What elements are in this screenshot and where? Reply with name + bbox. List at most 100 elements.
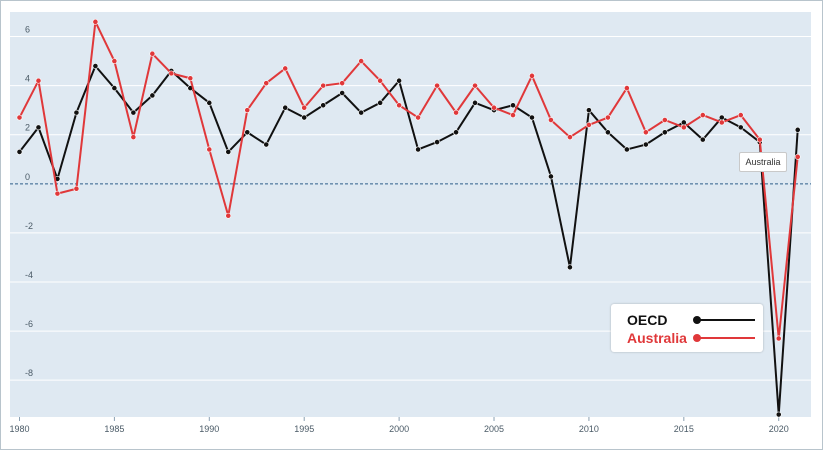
data-point-australia [396, 102, 403, 109]
data-point-oecd [510, 102, 516, 109]
data-point-oecd [320, 102, 327, 109]
y-tick-label: -8 [25, 368, 33, 378]
data-point-australia [661, 117, 668, 123]
y-tick-label: -6 [25, 319, 33, 329]
legend-label-oecd: OECD [627, 312, 668, 328]
x-tick-label: 2020 [769, 424, 789, 434]
legend-item-oecd[interactable]: OECD [627, 311, 757, 329]
legend-label-australia: Australia [627, 330, 687, 346]
data-point-australia [623, 85, 630, 91]
legend: OECD Australia [611, 304, 763, 352]
data-point-oecd [92, 63, 99, 69]
data-point-australia [358, 58, 365, 64]
data-point-australia [718, 119, 725, 126]
x-tick-label: 2005 [484, 424, 504, 434]
data-point-australia [548, 117, 554, 123]
data-point-australia [642, 129, 649, 136]
data-point-oecd [453, 129, 459, 136]
y-tick-label: 4 [25, 74, 30, 84]
data-point-oecd [206, 99, 213, 106]
data-point-oecd [434, 139, 440, 145]
data-point-australia [206, 146, 213, 153]
data-point-oecd [794, 126, 801, 133]
data-point-oecd [586, 107, 592, 114]
data-point-australia [586, 122, 592, 128]
data-point-australia [415, 114, 421, 121]
data-point-oecd [244, 129, 251, 136]
data-point-australia [282, 65, 289, 72]
data-point-oecd [149, 92, 156, 99]
data-point-australia [111, 58, 118, 64]
data-point-oecd [339, 90, 346, 96]
data-point-australia [130, 134, 137, 141]
data-point-oecd [358, 109, 365, 116]
data-point-australia [529, 72, 535, 79]
data-point-oecd [263, 141, 270, 148]
legend-line-australia [697, 337, 755, 339]
series-line-oecd [18, 65, 799, 416]
data-point-oecd [282, 104, 289, 111]
y-tick-label: 6 [25, 25, 30, 35]
plot-area [10, 12, 811, 417]
x-tick-label: 1995 [294, 424, 314, 434]
data-point-oecd [472, 99, 478, 106]
x-tick-label: 1980 [9, 424, 29, 434]
data-point-oecd [699, 136, 706, 143]
data-point-oecd [16, 149, 23, 155]
x-tick-label: 1990 [199, 424, 219, 434]
data-point-australia [737, 112, 744, 118]
data-point-australia [567, 134, 573, 141]
data-point-australia [92, 18, 99, 25]
data-point-oecd [718, 114, 725, 121]
x-tick-label: 1985 [104, 424, 124, 434]
legend-line-oecd [697, 319, 755, 321]
data-point-oecd [567, 264, 573, 271]
data-point-oecd [737, 124, 744, 131]
data-point-australia [377, 77, 384, 84]
y-tick-label: -2 [25, 221, 33, 231]
data-point-oecd [301, 114, 308, 121]
data-point-australia [16, 114, 23, 121]
data-point-oecd [130, 109, 137, 116]
data-point-oecd [225, 149, 232, 155]
data-point-australia [225, 212, 232, 219]
data-point-oecd [775, 411, 782, 418]
data-point-oecd [377, 99, 384, 106]
data-point-australia [149, 50, 156, 57]
data-point-australia [339, 80, 346, 87]
data-point-australia [434, 82, 440, 89]
data-point-australia [54, 190, 61, 197]
data-point-australia [263, 80, 270, 87]
data-point-oecd [35, 124, 42, 131]
x-tick-label: 2010 [579, 424, 599, 434]
data-point-australia [775, 335, 782, 342]
data-point-australia [168, 70, 175, 77]
data-point-oecd [623, 146, 630, 153]
data-point-australia [320, 82, 327, 89]
data-point-australia [699, 112, 706, 118]
data-point-oecd [680, 119, 687, 126]
x-tick-label: 2000 [389, 424, 409, 434]
data-point-australia [73, 185, 80, 192]
data-point-australia [187, 75, 194, 82]
data-point-australia [244, 107, 251, 114]
x-tick-label: 2015 [674, 424, 694, 434]
data-point-australia [605, 114, 611, 121]
legend-marker-oecd [693, 316, 701, 324]
data-point-oecd [661, 129, 668, 136]
data-point-australia [510, 112, 516, 118]
data-point-oecd [73, 109, 80, 116]
legend-marker-australia [693, 334, 701, 342]
y-tick-label: 0 [25, 172, 30, 182]
data-point-australia [472, 82, 478, 89]
data-point-australia [680, 124, 687, 131]
data-point-oecd [415, 146, 421, 153]
data-point-oecd [605, 129, 611, 136]
y-tick-label: 2 [25, 123, 30, 133]
data-point-australia [453, 109, 459, 116]
data-point-oecd [548, 173, 554, 180]
data-point-australia [794, 153, 801, 160]
data-point-oecd [396, 77, 403, 84]
legend-item-australia[interactable]: Australia [627, 329, 757, 347]
